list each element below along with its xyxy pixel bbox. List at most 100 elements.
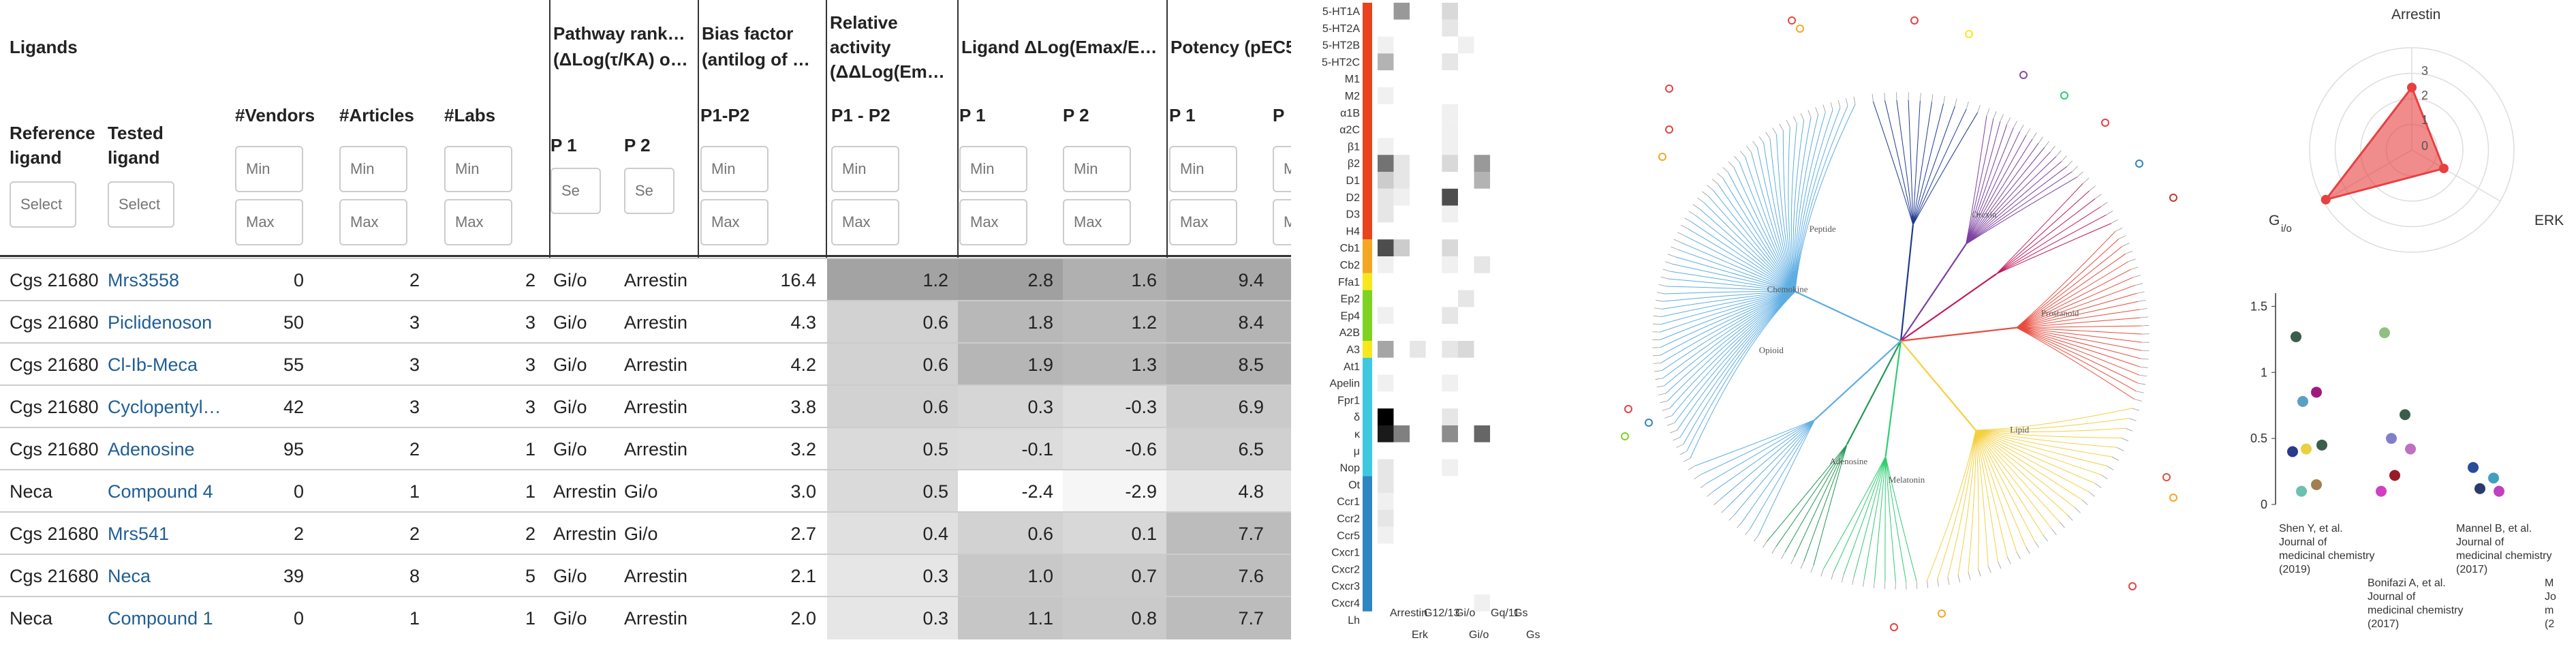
tree-leaf-tick xyxy=(1801,561,1804,568)
pot-p1-max-input[interactable] xyxy=(1169,199,1237,245)
bias-max-input[interactable] xyxy=(700,199,769,245)
lig-p1-max-input[interactable] xyxy=(959,199,1027,245)
heatmap-cell xyxy=(1442,358,1458,375)
p2-select[interactable] xyxy=(624,168,674,214)
subheader-p2[interactable]: P 2 xyxy=(624,134,651,157)
subheader-lig-p2[interactable]: P 2 xyxy=(1063,104,1089,127)
scatter-point[interactable] xyxy=(2468,462,2479,473)
header-pathway-rank[interactable]: Pathway rank… xyxy=(553,22,694,45)
subheader-pot-p2[interactable]: P xyxy=(1273,104,1284,127)
pot-p1-min-input[interactable] xyxy=(1169,146,1237,192)
subheader-rel-p1p2[interactable]: P1 - P2 xyxy=(831,104,890,127)
scatter-point[interactable] xyxy=(2474,483,2485,494)
tree-leaf-tick xyxy=(1854,97,1855,104)
header-ligand-delta[interactable]: Ligand ΔLog(Emax/E… xyxy=(961,35,1162,59)
labs-max-input[interactable] xyxy=(444,199,512,245)
subheader-labs[interactable]: #Labs xyxy=(444,104,495,127)
scatter-point[interactable] xyxy=(2297,396,2308,407)
header-bias-factor[interactable]: Bias factor xyxy=(702,22,822,45)
heatmap-cell xyxy=(1474,273,1491,290)
rel-max-input[interactable] xyxy=(831,199,899,245)
radar-point[interactable] xyxy=(2439,164,2449,173)
tree-leaf-branch xyxy=(1996,207,2100,274)
tree-leaf-tick xyxy=(2115,228,2122,231)
heatmap-cell xyxy=(1474,577,1491,594)
tree-leaf-tick xyxy=(2095,483,2101,488)
heatmap-cell xyxy=(1458,560,1474,577)
scatter-point[interactable] xyxy=(2311,387,2322,397)
scatter-point[interactable] xyxy=(2400,409,2410,420)
heatmap-cell xyxy=(1394,104,1410,121)
tree-leaf-tick xyxy=(1721,507,1726,513)
scatter-point[interactable] xyxy=(2389,470,2400,481)
radar-point[interactable] xyxy=(2407,82,2417,92)
labs-min-input[interactable] xyxy=(444,146,512,192)
scatter-point[interactable] xyxy=(2311,479,2322,490)
cell-bias: 4.3 xyxy=(699,301,826,344)
subheader-articles[interactable]: #Articles xyxy=(339,104,414,127)
scatter-point[interactable] xyxy=(2316,440,2327,451)
subheader-reference-ligand[interactable]: Reference xyxy=(10,121,95,145)
heatmap-cell xyxy=(1378,493,1394,510)
subheader-p1[interactable]: P 1 xyxy=(550,134,577,157)
cell-lp1: -2.4 xyxy=(958,470,1063,513)
subheader-vendors[interactable]: #Vendors xyxy=(235,104,315,127)
scatter-point[interactable] xyxy=(2376,486,2387,497)
header-potency[interactable]: Potency (pEC5 xyxy=(1170,35,1291,59)
scatter-point[interactable] xyxy=(2488,472,2499,483)
heatmap-cell xyxy=(1378,87,1394,104)
subheader-tested-ligand[interactable]: Tested xyxy=(108,121,164,145)
radar-point[interactable] xyxy=(2321,195,2331,205)
subheader-pot-p1[interactable]: P 1 xyxy=(1169,104,1196,127)
tree-leaf-branch xyxy=(1976,430,2082,500)
tree-leaf-tick xyxy=(1657,292,1664,294)
tested-ligand-select[interactable] xyxy=(108,181,174,228)
heatmap-cell xyxy=(1410,527,1426,544)
cell-lp1: 1.0 xyxy=(958,555,1063,597)
subheader-bias-p1p2[interactable]: P1-P2 xyxy=(700,104,749,127)
heatmap-cell xyxy=(1474,408,1491,425)
cell-articles: 1 xyxy=(320,597,429,639)
heatmap-cell xyxy=(1458,290,1474,307)
lig-p2-max-input[interactable] xyxy=(1063,199,1131,245)
pot-p2-min-input[interactable] xyxy=(1273,146,1291,192)
scatter-point[interactable] xyxy=(2405,444,2416,455)
heatmap-cell xyxy=(1410,3,1426,20)
header-relative-activity[interactable]: Relative xyxy=(830,11,952,34)
subheader-lig-p1[interactable]: P 1 xyxy=(959,104,986,127)
rel-min-input[interactable] xyxy=(831,146,899,192)
scatter-point[interactable] xyxy=(2301,444,2312,455)
scatter-point[interactable] xyxy=(2296,486,2307,497)
scatter-point[interactable] xyxy=(2386,433,2397,444)
vendors-min-input[interactable] xyxy=(235,146,303,192)
scatter-point[interactable] xyxy=(2494,486,2504,497)
bias-min-input[interactable] xyxy=(700,146,769,192)
reference-ligand-select[interactable] xyxy=(10,181,76,228)
pot-p2-max-input[interactable] xyxy=(1273,199,1291,245)
articles-max-input[interactable] xyxy=(339,199,407,245)
articles-min-input[interactable] xyxy=(339,146,407,192)
tree-marker-dot xyxy=(1625,406,1632,412)
tree-leaf-tick xyxy=(1677,232,1684,236)
vendors-max-input[interactable] xyxy=(235,199,303,245)
lig-p2-min-input[interactable] xyxy=(1063,146,1131,192)
radar-axis-subscript: i/o xyxy=(2281,223,2292,235)
scatter-point[interactable] xyxy=(2379,327,2390,338)
p1-select[interactable] xyxy=(550,168,601,214)
heatmap-row-label: Ep4 xyxy=(1341,310,1361,322)
scatter-point[interactable] xyxy=(2291,331,2301,342)
tree-leaf-tick xyxy=(2075,507,2080,513)
scatter-point[interactable] xyxy=(2287,447,2298,457)
lig-p1-min-input[interactable] xyxy=(959,146,1027,192)
cell-p2: Arrestin xyxy=(624,301,692,344)
